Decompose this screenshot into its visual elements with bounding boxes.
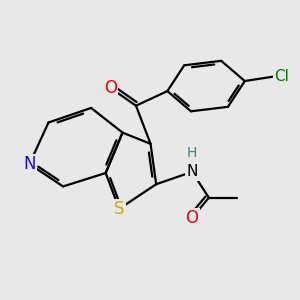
Text: N: N (186, 164, 198, 179)
Text: S: S (114, 200, 124, 218)
Text: Cl: Cl (274, 69, 289, 84)
Text: N: N (23, 155, 36, 173)
Text: H: H (187, 146, 197, 160)
Text: O: O (186, 209, 199, 227)
Text: O: O (104, 79, 117, 97)
